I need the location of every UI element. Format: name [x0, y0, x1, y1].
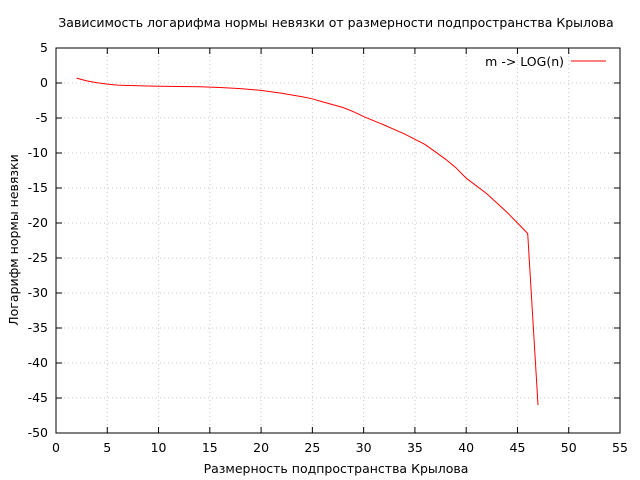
y-tick-label: 5	[40, 40, 48, 55]
legend-label: m -> LOG(n)	[485, 54, 564, 69]
x-axis-label: Размерность подпространства Крылова	[204, 461, 469, 476]
chart-title: Зависимость логарифма нормы невязки от р…	[58, 15, 613, 30]
x-tick-label: 25	[304, 440, 320, 455]
x-tick-label: 15	[202, 440, 218, 455]
plot-frame	[55, 47, 621, 434]
x-tick-label: 5	[103, 440, 111, 455]
x-tick-label: 0	[52, 440, 60, 455]
x-tick-label: 30	[356, 440, 372, 455]
x-tick-label: 50	[561, 440, 577, 455]
y-tick-label: -30	[28, 285, 48, 300]
x-tick-label: 35	[407, 440, 423, 455]
y-tick-label: -25	[28, 250, 48, 265]
y-tick-label: 0	[40, 75, 48, 90]
y-tick-label: -10	[28, 145, 48, 160]
x-tick-label: 20	[253, 440, 269, 455]
x-tick-label: 10	[151, 440, 167, 455]
x-tick-labels: 0 5 10 15 20 25 30 35 40 45 50 55	[52, 440, 628, 455]
y-tick-label: -45	[28, 390, 48, 405]
x-tick-label: 40	[458, 440, 474, 455]
y-tick-label: -35	[28, 320, 48, 335]
y-tick-label: -40	[28, 355, 48, 370]
series-line	[76, 77, 539, 406]
legend: m -> LOG(n)	[485, 54, 606, 69]
grid	[56, 48, 620, 433]
y-tick-label: -50	[28, 425, 48, 440]
y-tick-label: -15	[28, 180, 48, 195]
x-tick-label: 55	[612, 440, 628, 455]
x-tick-label: 45	[510, 440, 526, 455]
y-tick-label: -5	[36, 110, 48, 125]
series-layer	[76, 77, 539, 406]
y-axis-label: Логарифм нормы невязки	[6, 154, 21, 326]
y-tick-labels: 5 0 -5 -10 -15 -20 -25 -30 -35 -40 -45 -50	[28, 40, 48, 440]
y-tick-label: -20	[28, 215, 48, 230]
